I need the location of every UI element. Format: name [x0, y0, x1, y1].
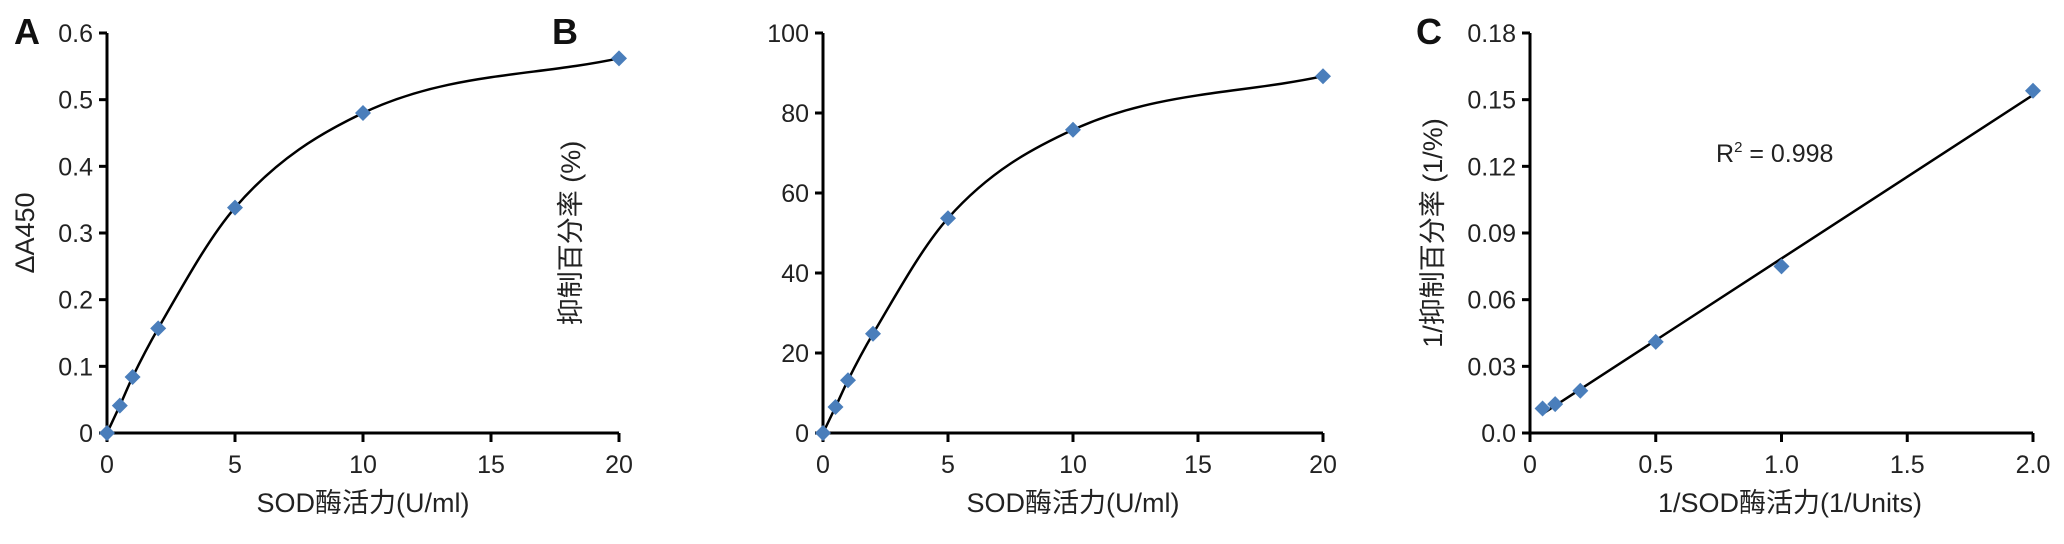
y-tick-label: 0.09 — [1467, 220, 1516, 248]
data-point-marker — [940, 210, 956, 227]
data-point-marker — [111, 397, 128, 414]
data-point-marker — [1534, 400, 1551, 417]
y-tick-label: 60 — [781, 180, 809, 208]
x-tick-label: 5 — [228, 451, 242, 479]
x-tick-label: 10 — [1059, 451, 1087, 479]
y-tick-label: 0 — [795, 420, 809, 448]
data-point-marker — [99, 425, 115, 441]
panel-b-axes: 0 20 40 60 80 100 0 5 10 15 20 — [767, 20, 1337, 479]
data-point-marker — [1572, 382, 1589, 399]
r-squared-annotation: R2 = 0.998 — [1716, 139, 1833, 168]
data-point-marker — [611, 50, 627, 67]
y-tick-label: 0.1 — [58, 353, 93, 381]
data-point-marker — [150, 320, 167, 337]
y-tick-label: 0.4 — [58, 153, 93, 181]
x-tick-label: 10 — [349, 451, 377, 479]
x-tick-label: 2.0 — [2016, 451, 2051, 479]
x-tick-label: 0 — [100, 451, 114, 479]
panel-c-x-axis-title: 1/SOD酶活力(1/Units) — [1658, 488, 1922, 518]
y-tick-label: 0.0 — [1481, 420, 1516, 448]
y-tick-label: 0.2 — [58, 287, 93, 315]
x-tick-label: 15 — [1184, 451, 1212, 479]
y-tick-label: 0.3 — [58, 220, 93, 248]
x-tick-label: 5 — [941, 451, 955, 479]
fit-curve — [105, 57, 620, 434]
data-point-marker — [1315, 68, 1331, 85]
panel-a: A 0 0.1 0.2 0.3 0.4 0.5 0.6 0 5 10 15 20 ΔA450 SOD酶… — [10, 11, 633, 518]
y-tick-label: 0.15 — [1467, 87, 1516, 115]
data-point-marker — [1647, 333, 1664, 350]
y-tick-label: 0.5 — [58, 87, 93, 115]
x-tick-label: 15 — [477, 451, 505, 479]
x-tick-label: 0.5 — [1638, 451, 1673, 479]
panel-c-axes: 0.0 0.03 0.06 0.09 0.12 0.15 0.18 0 0.5 1.0 1.5 2.0 — [1467, 20, 2050, 479]
x-tick-label: 0 — [816, 451, 830, 479]
y-tick-label: 20 — [781, 340, 809, 368]
panel-letter-a: A — [14, 11, 40, 52]
x-tick-label: 1.0 — [1764, 451, 1799, 479]
data-point-marker — [124, 369, 141, 385]
panel-c: C 0.0 0.03 0.06 0.09 0.12 0.15 0.18 0 0.5 1.0 1.5 2… — [1416, 11, 2050, 518]
panel-a-axes: 0 0.1 0.2 0.3 0.4 0.5 0.6 0 5 10 15 20 — [58, 20, 633, 479]
y-tick-label: 0.18 — [1467, 20, 1516, 48]
x-tick-label: 20 — [1309, 451, 1337, 479]
y-tick-label: 100 — [767, 20, 809, 48]
data-point-marker — [840, 372, 856, 389]
y-tick-label: 0.06 — [1467, 287, 1516, 315]
panel-b: B 0 20 40 60 80 100 0 5 10 15 20 抑制百分率 (%) SOD酶活力(… — [552, 11, 1337, 518]
trendline — [1541, 94, 2034, 415]
panel-a-x-axis-title: SOD酶活力(U/ml) — [257, 488, 470, 518]
data-point-marker — [815, 425, 831, 441]
data-point-marker — [355, 105, 371, 121]
data-point-marker — [227, 199, 243, 216]
y-tick-label: 0 — [79, 420, 93, 448]
y-tick-label: 40 — [781, 260, 809, 288]
x-tick-label: 0 — [1523, 451, 1537, 479]
fit-curve — [821, 74, 1324, 434]
data-point-marker — [865, 325, 881, 342]
y-tick-label: 0.6 — [58, 20, 93, 48]
data-point-marker — [2025, 82, 2041, 99]
data-point-marker — [1773, 258, 1790, 275]
data-point-marker — [827, 399, 844, 415]
panel-b-x-axis-title: SOD酶活力(U/ml) — [967, 488, 1180, 518]
y-tick-label: 0.12 — [1467, 153, 1516, 181]
data-point-marker — [1065, 121, 1081, 138]
y-tick-label: 0.03 — [1467, 353, 1516, 381]
panel-letter-c: C — [1416, 11, 1442, 52]
data-point-marker — [1547, 396, 1564, 413]
panel-c-y-axis-title: 1/抑制百分率 (1/%) — [1418, 118, 1448, 348]
x-tick-label: 1.5 — [1890, 451, 1925, 479]
y-tick-label: 80 — [781, 100, 809, 128]
panel-a-y-axis-title: ΔA450 — [10, 192, 40, 273]
x-tick-label: 20 — [605, 451, 633, 479]
panel-letter-b: B — [552, 11, 578, 52]
panel-b-y-axis-title: 抑制百分率 (%) — [556, 141, 586, 326]
